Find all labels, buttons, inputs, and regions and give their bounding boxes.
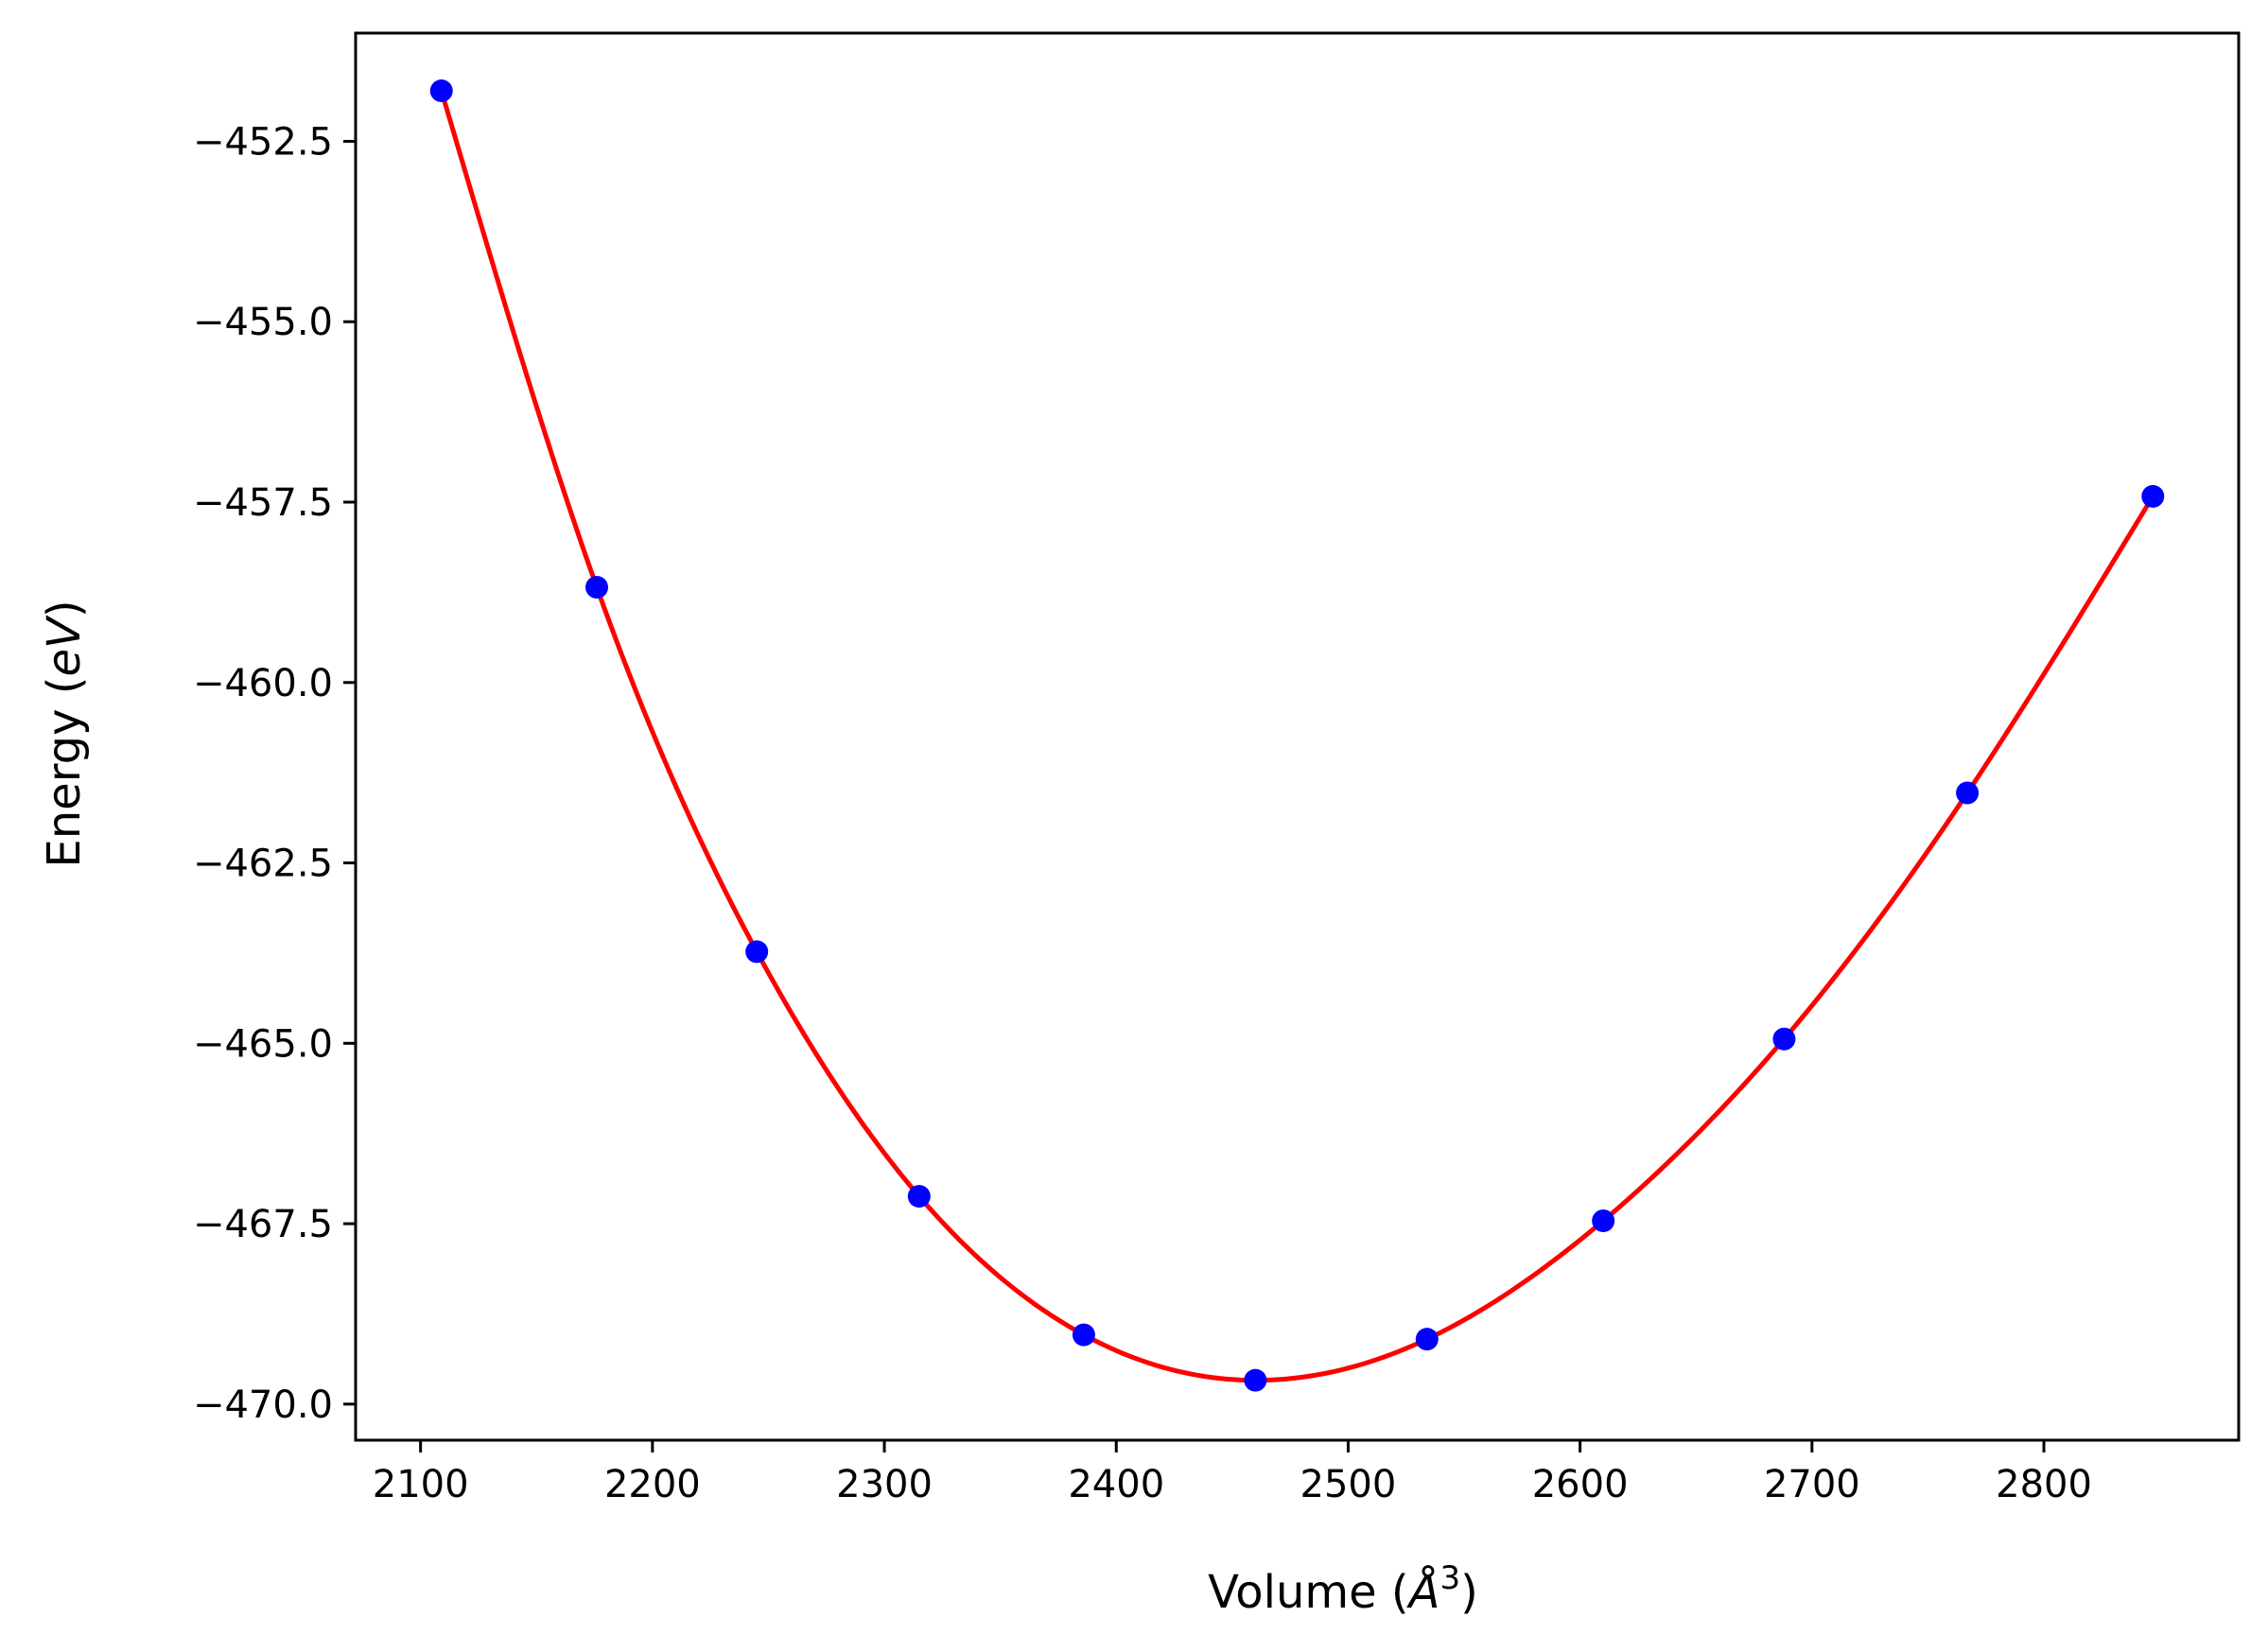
- data-point: [1592, 1209, 1615, 1233]
- data-point: [1415, 1328, 1439, 1351]
- x-tick-label: 2700: [1764, 1463, 1860, 1506]
- data-point: [1244, 1368, 1267, 1392]
- x-tick-label: 2600: [1532, 1463, 1629, 1506]
- data-point: [1772, 1027, 1796, 1051]
- y-tick-label: −465.0: [193, 1022, 333, 1066]
- x-tick-label: 2500: [1300, 1463, 1397, 1506]
- y-tick-label: −470.0: [193, 1383, 333, 1427]
- data-point: [2141, 484, 2165, 508]
- data-point: [1072, 1323, 1095, 1347]
- y-tick-label: −455.0: [193, 301, 333, 344]
- x-tick-label: 2100: [373, 1463, 469, 1506]
- y-tick-label: −460.0: [193, 662, 333, 705]
- y-tick-label: −462.5: [193, 843, 333, 886]
- axes-frame: [354, 31, 2241, 1442]
- y-tick-label: −452.5: [193, 120, 333, 164]
- data-point: [1956, 781, 1980, 805]
- data-point: [907, 1185, 931, 1209]
- data-point: [429, 79, 453, 103]
- x-axis-title: Volume (Å3): [1208, 1559, 1478, 1619]
- x-tick-label: 2800: [1996, 1463, 2092, 1506]
- x-tick-label: 2400: [1068, 1463, 1164, 1506]
- fit-curve-line: [439, 90, 2155, 1383]
- axes: 2100 2200 2300 2400 2500 2600 2700 2800 −452.5 −4…: [193, 31, 2241, 1506]
- x-tick-label: 2300: [836, 1463, 933, 1506]
- y-tick-label: −457.5: [193, 481, 333, 525]
- plot-area: [429, 79, 2165, 1392]
- y-tick-label: −467.5: [193, 1203, 333, 1246]
- data-point: [745, 940, 769, 964]
- x-tick-label: 2200: [604, 1463, 701, 1506]
- data-point: [585, 576, 608, 600]
- y-axis-title: Energy (eV): [38, 600, 91, 867]
